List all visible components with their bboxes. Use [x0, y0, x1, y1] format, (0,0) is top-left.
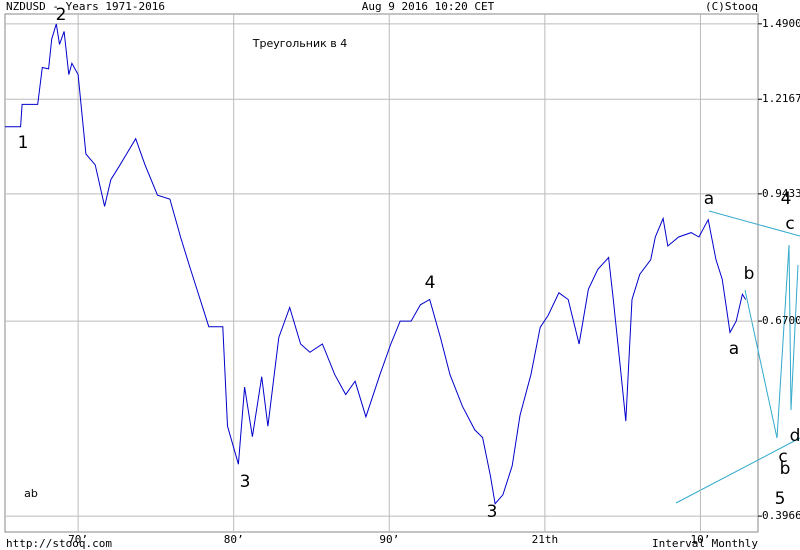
chart-title: NZDUSD - Years 1971-2016	[6, 0, 165, 13]
wave-label: 3	[487, 502, 498, 522]
wave-line	[788, 244, 792, 411]
y-tick-label: 1.2167	[762, 92, 800, 105]
x-tick-label: 10’	[690, 533, 710, 546]
wave-label: 5	[775, 489, 786, 509]
y-tick-label: 1.4900	[762, 17, 800, 30]
x-tick-label: 90’	[379, 533, 399, 546]
x-tick-label: 80’	[224, 533, 244, 546]
note: Треугольник в 4	[252, 37, 347, 50]
wave-label: d	[790, 426, 800, 446]
y-tick-label: 0.6700	[762, 314, 800, 327]
x-tick-label: 70’	[68, 533, 88, 546]
wave-label: 3	[240, 472, 251, 492]
triangle-line	[675, 437, 800, 504]
interval: Interval Monthly	[652, 537, 758, 550]
wave-label: c	[778, 447, 787, 467]
wave-label: 4	[781, 189, 792, 209]
wave-line	[790, 264, 799, 411]
y-tick-label: 0.3966	[762, 509, 800, 522]
wave-label: b	[780, 459, 791, 479]
source: http://stooq.com	[6, 537, 112, 550]
wave-label: c	[785, 214, 794, 234]
wave-label: 2	[56, 5, 67, 25]
wave-label: a	[729, 339, 739, 359]
wave-label: 4	[425, 273, 436, 293]
wave-label: a	[704, 189, 714, 209]
chart-date: Aug 9 2016 10:20 CET	[362, 0, 495, 13]
credit: (C)Stooq	[705, 0, 758, 13]
triangle-line	[708, 210, 800, 237]
wave-lines	[675, 210, 800, 504]
wave-line	[776, 244, 790, 439]
y-tick-label: 0.9433	[762, 187, 800, 200]
price-line	[5, 23, 747, 505]
x-tick-label: 21th	[532, 533, 559, 546]
plot-frame	[4, 13, 759, 533]
wave-line	[744, 289, 778, 439]
wave-label: 1	[18, 133, 29, 153]
wave-label: b	[744, 264, 755, 284]
wave-label: ab	[24, 487, 38, 500]
